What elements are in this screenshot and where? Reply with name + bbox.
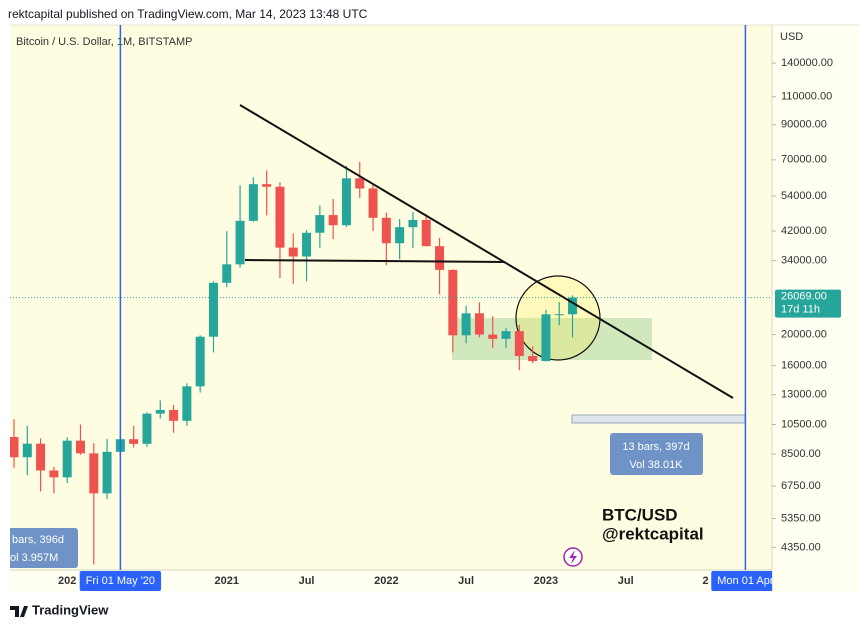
x-tick-label: Jul (618, 575, 634, 587)
cursor-badge (711, 571, 772, 591)
candle-body (169, 409, 179, 421)
watermark: BTC/USD (602, 505, 678, 524)
countdown-label: 17d 11h (781, 304, 820, 316)
candle-body (395, 227, 405, 244)
range-info-box (10, 528, 78, 568)
candle-body (435, 246, 445, 270)
last-price-badge (775, 289, 841, 318)
header-text: rektcapital published on TradingView.com… (8, 7, 368, 21)
y-tick-label: 90000.00 (781, 119, 827, 131)
y-tick-label: 4350.00 (781, 541, 821, 553)
axis-unit: USD (780, 31, 803, 43)
x-tick-label: Jul (299, 575, 315, 587)
x-tick-label: 2021 (215, 575, 239, 587)
candle-body (182, 386, 192, 421)
x-tick-label: 2022 (374, 575, 398, 587)
candle-body (554, 314, 564, 316)
time-axis-background (10, 570, 772, 592)
candle-body (248, 184, 258, 221)
candle-body (75, 440, 85, 454)
candle-body (129, 439, 139, 444)
y-tick-label: 70000.00 (781, 154, 827, 166)
candle-body (155, 409, 165, 414)
y-tick-label: 140000.00 (781, 57, 833, 69)
range-info-text: 13 bars, 397d (622, 441, 689, 453)
candle-body (62, 440, 72, 478)
candle-body (22, 443, 32, 458)
y-tick-label: 20000.00 (781, 329, 827, 341)
candle-body (355, 178, 365, 189)
y-tick-label: 13000.00 (781, 389, 827, 401)
cursor-label: Fri 01 May '20 (86, 575, 155, 587)
brand-logo (10, 606, 28, 617)
candle-body (421, 219, 431, 247)
candle-body (541, 314, 551, 362)
candle-body (568, 297, 578, 315)
y-tick-label: 34000.00 (781, 254, 827, 266)
y-tick-label: 110000.00 (781, 91, 832, 103)
y-tick-label: 5350.00 (781, 512, 821, 524)
candle-body (315, 215, 325, 233)
date-range-bar (571, 414, 746, 424)
candle-body (10, 436, 19, 458)
y-tick-label: 16000.00 (781, 360, 827, 372)
x-tick-label: 202 (58, 575, 76, 587)
highlight-circle (515, 275, 601, 361)
candle-body (275, 186, 285, 248)
watermark: @rektcapital (602, 524, 704, 543)
candle-body (461, 313, 471, 336)
support-line (244, 259, 506, 263)
y-tick-label: 8500.00 (781, 448, 821, 460)
candle-body (302, 232, 312, 257)
candle-body (49, 470, 59, 478)
candle-body (142, 413, 152, 444)
x-tick-label: 2023 (534, 575, 558, 587)
candle-body (36, 443, 46, 471)
x-tick-label: Jul (458, 575, 474, 587)
candle-body (368, 188, 378, 218)
y-tick-label: 10500.00 (781, 418, 827, 430)
drawings-under (452, 275, 652, 361)
candle-body (501, 331, 511, 339)
range-info-box (610, 433, 703, 475)
candle-body (474, 313, 484, 335)
x-tick-label: 2 (702, 575, 708, 587)
brand-name: TradingView (32, 602, 109, 617)
candle-body (341, 178, 351, 226)
candle-body (288, 247, 298, 257)
drawings-over: 13 bars, 397d Vol 38.01K bars, 396d ol 3… (10, 104, 746, 568)
event-icon-bolt (569, 550, 577, 564)
candle-body (89, 453, 99, 494)
candle-body (208, 282, 218, 337)
range-info-text: ol 3.957M (10, 552, 58, 564)
candle-body (488, 334, 498, 339)
candle-body (195, 336, 205, 387)
range-info-text: Vol 38.01K (629, 459, 683, 471)
y-tick-label: 42000.00 (781, 225, 827, 237)
candle-body (408, 219, 418, 228)
y-tick-label: 6750.00 (781, 480, 821, 492)
candle-body (102, 451, 112, 494)
symbol-label: Bitcoin / U.S. Dollar, 1M, BITSTAMP (16, 36, 192, 48)
candle-body (235, 220, 245, 265)
candle-body (222, 264, 232, 283)
last-price-label: 26069.00 (781, 291, 827, 303)
candles (10, 161, 578, 565)
range-info-text: bars, 396d (12, 534, 64, 546)
cursor-label: Mon 01 Apr (717, 575, 774, 587)
candle-body (528, 356, 538, 362)
candle-body (328, 215, 338, 226)
candle-body (514, 331, 524, 357)
cursor-badge (79, 571, 162, 591)
candle-body (448, 269, 458, 336)
trendline (239, 104, 734, 399)
candle-body (381, 217, 391, 244)
candle-body (262, 184, 272, 187)
y-tick-label: 54000.00 (781, 190, 827, 202)
range-zone (452, 318, 652, 360)
